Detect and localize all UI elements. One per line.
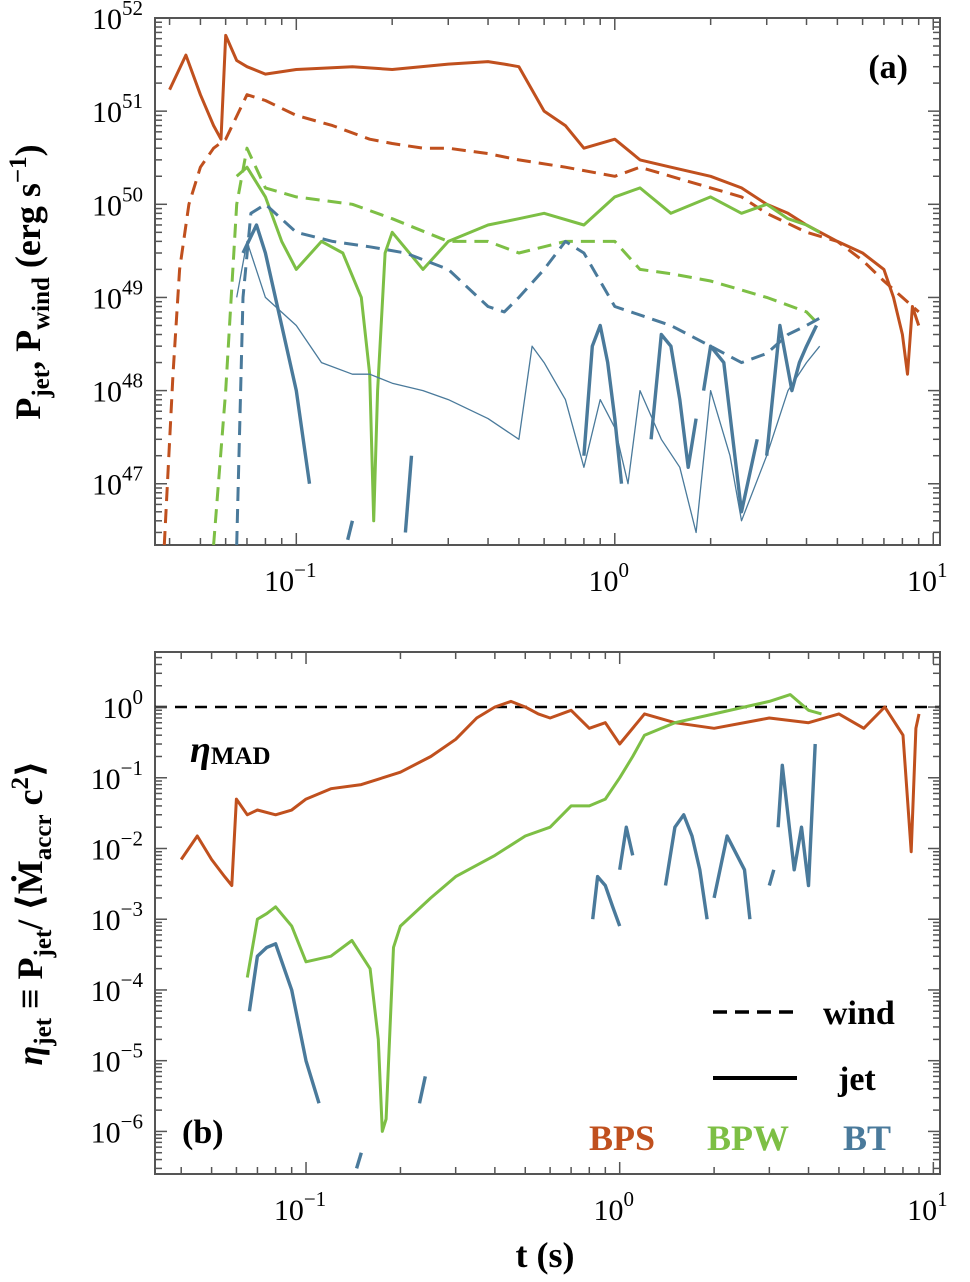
panel-a-y-axis-label: Pjet, Pwind (erg s−1) <box>5 144 55 419</box>
series-a-bpw-wind <box>212 146 821 545</box>
y-tick-label-a: 1051 <box>92 89 143 129</box>
legend-jet-label: jet <box>837 1061 876 1098</box>
series-a-bps-jet <box>168 33 921 376</box>
panel-b-series <box>179 693 921 1169</box>
panel-a-frame <box>154 17 941 546</box>
y-tick-label-a: 1047 <box>92 462 143 502</box>
y-tick-label-b: 10−1 <box>91 756 143 796</box>
panel-a-series <box>162 33 921 545</box>
series-a-bps-wind <box>162 93 920 545</box>
y-tick-label-a: 1052 <box>92 0 143 36</box>
panel-a-x-ticks: 10−1 100 101 <box>168 18 948 598</box>
legend-model-bt: BT <box>843 1118 891 1158</box>
panel-a-y-ticks: 1047 1048 1049 1050 1051 1052 <box>92 0 940 534</box>
legend: wind jet BPS BPW BT <box>589 995 895 1158</box>
series-a-bt-wind <box>235 202 821 545</box>
y-tick-label-a: 1049 <box>92 275 143 315</box>
series-b-bt-seg-9 <box>776 743 817 888</box>
series-a-bt-total-thin <box>236 240 821 534</box>
y-tick-label-a: 1050 <box>92 182 143 222</box>
series-a-bt-jet-seg-2 <box>346 520 355 541</box>
x-tick-label-b: 10−1 <box>274 1187 326 1227</box>
x-tick-label-b: 101 <box>907 1187 948 1227</box>
y-tick-label-a: 1048 <box>92 369 143 409</box>
panel-b-x-ticks: 10−1 100 101 <box>180 652 948 1227</box>
series-b-bt-seg-4 <box>591 874 622 927</box>
series-b-bt-seg-1 <box>247 942 321 1104</box>
series-a-bt-jet-seg-5 <box>649 332 698 469</box>
x-tick-label-a: 101 <box>907 558 948 598</box>
y-tick-label-b: 100 <box>103 685 144 725</box>
series-b-bt-seg-7 <box>712 834 752 920</box>
panel-b-label: (b) <box>182 1114 224 1151</box>
x-axis-label: t (s) <box>516 1235 575 1275</box>
panel-a-label: (a) <box>868 49 908 86</box>
panel-b-y-ticks: 10−6 10−5 10−4 10−3 10−2 10−1 100 <box>91 651 940 1170</box>
series-a-bt-jet-seg-7 <box>765 323 819 456</box>
series-b-bt-seg-3 <box>417 1076 427 1104</box>
series-b-bt-seg-2 <box>354 1152 363 1169</box>
series-a-bt-jet-seg-6 <box>701 344 759 514</box>
series-b-bt-seg-5 <box>618 825 635 871</box>
y-tick-label-b: 10−2 <box>91 826 143 866</box>
x-tick-label-b: 100 <box>593 1187 634 1227</box>
eta-mad-annotation: ηMAD <box>190 729 271 771</box>
y-tick-label-b: 10−4 <box>91 968 144 1008</box>
legend-model-bps: BPS <box>589 1118 655 1158</box>
series-b-bpw <box>245 693 822 1133</box>
panel-b-frame <box>154 651 941 1175</box>
series-a-bt-jet-seg-4 <box>582 323 624 484</box>
series-a-bt-jet-seg-1 <box>241 223 312 484</box>
y-tick-label-b: 10−6 <box>91 1109 143 1149</box>
panel-b-y-axis-label: ηjet ≡ Pjet/ ⟨Ṁaccr c2⟩ <box>7 761 57 1066</box>
legend-model-bpw: BPW <box>707 1118 789 1158</box>
series-b-bt-seg-8 <box>767 869 776 886</box>
y-tick-label-b: 10−5 <box>91 1039 143 1079</box>
series-a-bpw-jet <box>235 165 821 523</box>
x-tick-label-a: 10−1 <box>264 558 316 598</box>
x-tick-label-a: 100 <box>589 558 630 598</box>
series-b-bps <box>179 699 921 887</box>
legend-wind-label: wind <box>823 995 895 1032</box>
series-a-bt-jet-seg-3 <box>403 455 414 533</box>
panel-b: 10−1 100 101 10−6 10−5 10−4 10−3 10−2 10−1 100 (… <box>7 651 948 1275</box>
series-b-bt-seg-6 <box>663 813 709 920</box>
y-tick-label-b: 10−3 <box>91 897 143 937</box>
